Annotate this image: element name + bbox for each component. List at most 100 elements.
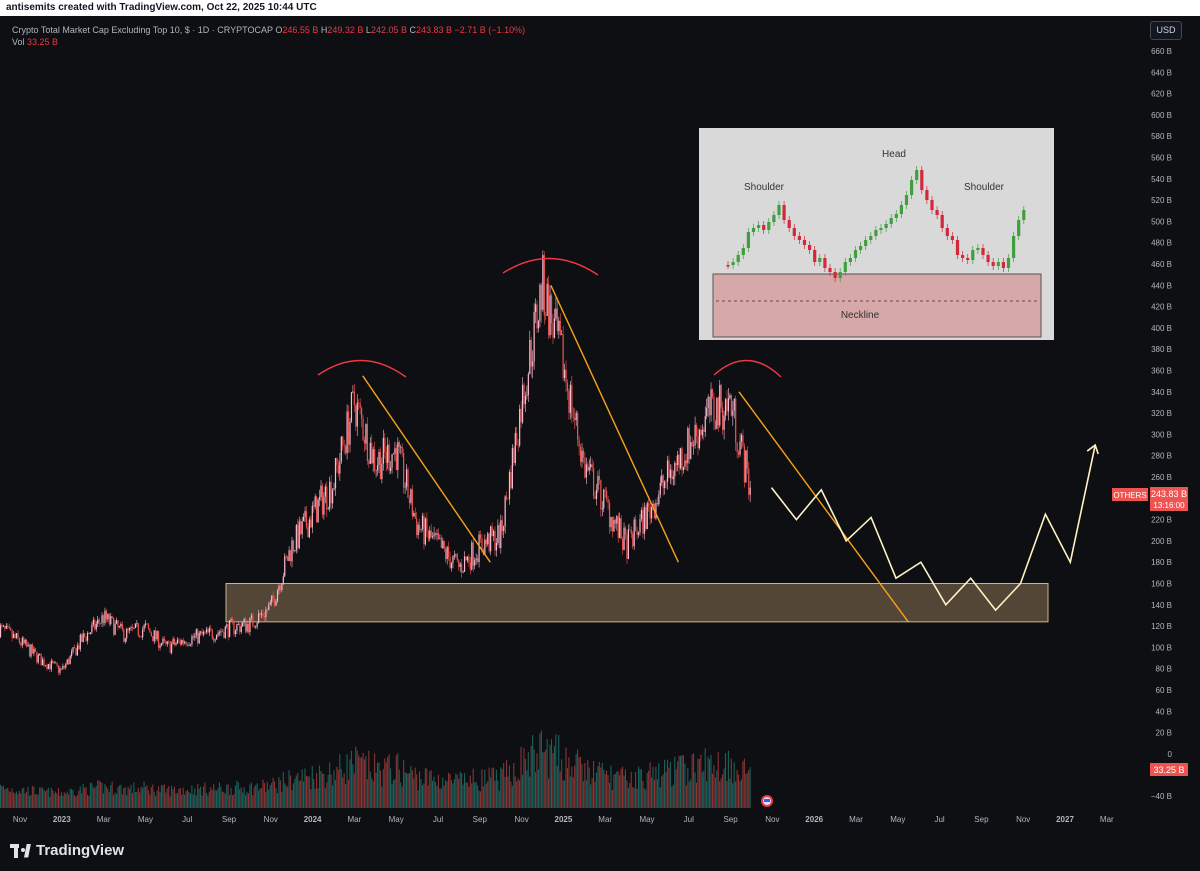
candle-body	[656, 502, 658, 505]
peak-arc[interactable]	[502, 257, 599, 276]
volume-bar	[608, 782, 611, 808]
y-tick-label: 460 B	[1151, 260, 1172, 269]
candle-body	[249, 617, 251, 633]
volume-bar	[68, 794, 70, 808]
volume-bar	[591, 778, 593, 808]
candle-body	[622, 539, 624, 550]
volume-bar	[732, 783, 734, 808]
volume-bar	[249, 784, 251, 808]
candle-body	[443, 540, 445, 549]
candle-body	[342, 436, 344, 446]
volume-bar	[247, 793, 249, 808]
volume-bar	[678, 755, 680, 808]
x-tick-label: Mar	[849, 815, 863, 824]
volume-bar	[23, 787, 25, 808]
candle-body	[723, 415, 725, 430]
volume-bar	[234, 785, 236, 808]
candle-body	[278, 585, 280, 591]
candle-body	[614, 519, 616, 524]
candle-body	[246, 623, 248, 632]
x-tick-label: Nov	[1016, 815, 1030, 824]
candle-body	[414, 512, 416, 519]
volume-bar	[130, 784, 132, 808]
volume-bar	[372, 781, 374, 808]
candle-body	[152, 636, 154, 642]
candle-body	[104, 610, 106, 624]
volume-bar	[582, 781, 584, 808]
volume-bar	[265, 791, 267, 808]
volume-bar	[321, 773, 323, 808]
volume-bar	[542, 752, 544, 808]
volume-bar	[353, 773, 355, 808]
time-axis[interactable]: Nov 2023 Mar May Jul Sep Nov 2024 Mar May Jul Sep No…	[13, 815, 1114, 824]
trendline[interactable]	[550, 285, 679, 563]
volume-bar	[716, 770, 718, 808]
candle-body	[27, 644, 29, 647]
volume-bar	[188, 792, 190, 808]
volume-bar	[266, 782, 268, 808]
volume-bar	[550, 739, 553, 808]
volume-bar	[205, 792, 207, 808]
volume-bar	[456, 774, 458, 808]
candle-body	[587, 464, 589, 471]
volume-bar	[288, 770, 290, 808]
inset-candle-body	[894, 214, 898, 218]
volume-bar	[481, 769, 483, 808]
candle-body	[627, 529, 629, 559]
volume-bar	[437, 774, 439, 808]
volume-bar	[410, 765, 412, 808]
y-tick-label: 140 B	[1151, 601, 1172, 610]
volume-bar	[20, 793, 22, 808]
symbol-tag-text: OTHERS	[1113, 491, 1146, 500]
volume-bar	[423, 783, 425, 808]
candle-body	[242, 622, 244, 627]
volume-bar	[310, 789, 312, 808]
trendline[interactable]	[362, 375, 491, 563]
peak-arc[interactable]	[713, 359, 782, 378]
candle-body	[591, 464, 593, 469]
inset-candle-body	[874, 230, 878, 236]
volume-bar	[134, 792, 136, 808]
inset-candle-body	[838, 272, 842, 278]
inset-candle-body	[741, 248, 745, 255]
candle-body	[84, 633, 86, 637]
volume-bar	[495, 769, 497, 808]
symbol-title[interactable]: Crypto Total Market Cap Excluding Top 10…	[12, 25, 273, 35]
candle-body	[407, 469, 409, 499]
candle-body	[482, 549, 484, 556]
tradingview-logo[interactable]: TradingView	[10, 842, 124, 859]
peak-arc[interactable]	[317, 359, 407, 378]
trendline[interactable]	[738, 391, 909, 623]
candle-body	[353, 391, 355, 406]
candle-body	[555, 308, 557, 319]
event-flag-icon[interactable]	[761, 795, 773, 807]
candle-body	[521, 384, 524, 423]
candle-body	[453, 555, 455, 556]
volume-bar	[89, 782, 91, 808]
volume-bar	[584, 763, 586, 808]
candle-body	[548, 283, 550, 336]
candle-body	[527, 374, 529, 396]
volume-bar	[26, 791, 28, 808]
ohlc-open: O246.55 B	[275, 25, 319, 35]
volume-bar	[421, 785, 423, 808]
y-tick-label: 60 B	[1156, 686, 1172, 695]
volume-bar	[458, 779, 460, 808]
volume-bar	[432, 780, 434, 808]
candle-body	[698, 429, 701, 449]
volume-bar	[368, 750, 370, 808]
volume-bar	[533, 749, 535, 808]
currency-button[interactable]: USD	[1150, 21, 1182, 40]
volume-bar	[271, 782, 273, 808]
volume-bar	[317, 788, 319, 808]
volume-bar	[137, 787, 139, 808]
candle-body	[569, 384, 571, 413]
x-tick-label: 2025	[555, 815, 573, 824]
price-axis[interactable]: 660 B 640 B 620 B 600 B 580 B 560 B 540 B 520 B…	[1151, 47, 1173, 801]
candle-body	[666, 460, 669, 482]
volume-bar	[595, 772, 597, 808]
volume-bar	[343, 773, 345, 808]
volume-bar	[39, 787, 41, 808]
candle-body	[595, 489, 598, 499]
